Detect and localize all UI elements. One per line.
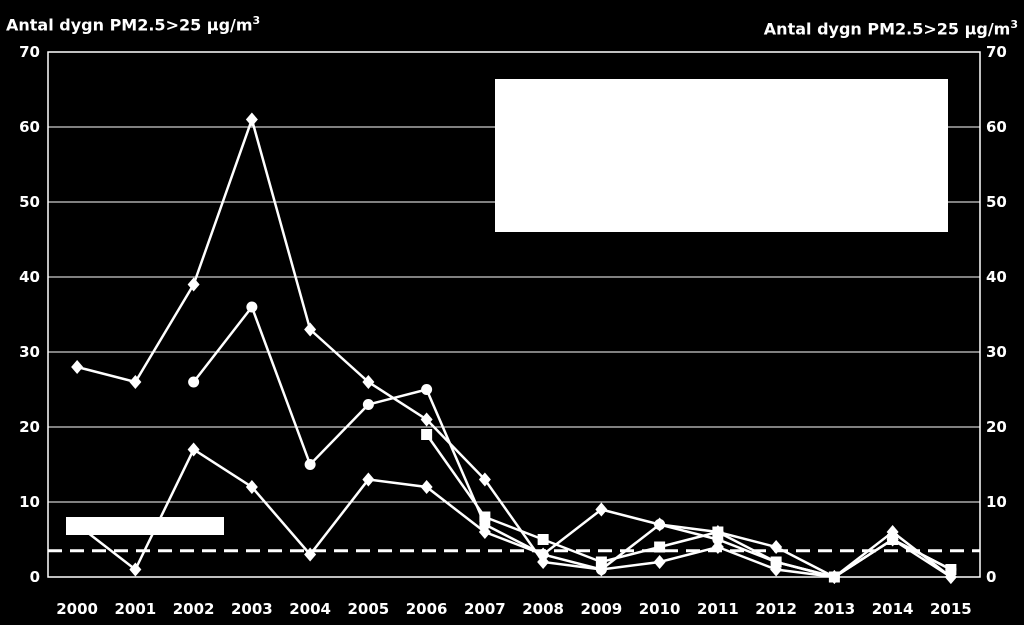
y-tick-label-right: 40 xyxy=(986,268,1007,286)
data-point xyxy=(71,360,84,374)
data-point xyxy=(187,442,200,457)
x-tick-label: 2003 xyxy=(231,600,273,618)
x-tick-label: 2011 xyxy=(697,600,739,618)
data-point xyxy=(362,375,375,389)
data-point xyxy=(828,571,840,583)
data-point xyxy=(304,322,317,337)
y-tick-label-left: 40 xyxy=(19,268,40,286)
y-tick-label-right: 20 xyxy=(986,418,1007,436)
x-tick-label: 2007 xyxy=(464,600,506,618)
data-point xyxy=(595,556,607,568)
y-tick-label-left: 10 xyxy=(19,493,40,511)
y-tick-label-left: 50 xyxy=(19,193,40,211)
data-point xyxy=(129,375,142,389)
data-point xyxy=(188,376,200,388)
data-point xyxy=(304,547,317,562)
data-point xyxy=(945,564,957,575)
data-point xyxy=(420,412,433,427)
legend-box-small xyxy=(66,517,224,535)
data-point xyxy=(129,562,142,577)
data-point xyxy=(479,511,491,523)
data-point xyxy=(712,526,724,538)
data-point xyxy=(537,534,549,545)
x-tick-label: 2000 xyxy=(56,600,98,618)
data-point xyxy=(304,459,316,470)
data-point xyxy=(421,429,433,440)
x-tick-label: 2013 xyxy=(814,600,856,618)
x-tick-label: 2006 xyxy=(406,600,448,618)
x-tick-label: 2009 xyxy=(581,600,623,618)
data-point xyxy=(245,480,258,494)
x-tick-label: 2014 xyxy=(872,600,914,618)
y-tick-label-left: 70 xyxy=(19,43,40,61)
plot-area-border xyxy=(47,51,981,578)
y-axis-title-right: Antal dygn PM2.5>25 µg/m3 xyxy=(763,18,1018,39)
data-point xyxy=(653,555,666,569)
data-point xyxy=(770,540,783,554)
data-point xyxy=(654,519,666,530)
data-point xyxy=(420,480,433,494)
y-tick-label-right: 50 xyxy=(986,193,1007,211)
data-point xyxy=(595,502,608,517)
data-point xyxy=(245,112,258,127)
data-point xyxy=(71,517,84,532)
data-point xyxy=(537,549,549,560)
data-point xyxy=(246,301,258,313)
y-tick-label-left: 20 xyxy=(19,418,40,436)
data-point xyxy=(362,399,374,410)
x-tick-label: 2008 xyxy=(522,600,564,618)
x-tick-label: 2001 xyxy=(115,600,157,618)
legend-box xyxy=(495,79,948,232)
data-point xyxy=(654,541,666,553)
series-line-2 xyxy=(76,447,952,579)
x-tick-label: 2005 xyxy=(348,600,390,618)
y-axis-title-left: Antal dygn PM2.5>25 µg/m3 xyxy=(6,14,261,35)
data-point xyxy=(187,277,200,292)
y-tick-label-right: 0 xyxy=(986,568,996,586)
x-tick-label: 2004 xyxy=(289,600,331,618)
data-point xyxy=(362,472,375,487)
series-line-3 xyxy=(192,304,952,579)
data-point xyxy=(421,384,433,395)
y-tick-label-right: 60 xyxy=(986,118,1007,136)
y-tick-label-left: 0 xyxy=(30,568,40,586)
x-tick-label: 2015 xyxy=(930,600,972,618)
y-tick-label-right: 70 xyxy=(986,43,1007,61)
x-tick-label: 2002 xyxy=(173,600,215,618)
y-tick-label-left: 30 xyxy=(19,343,40,361)
y-tick-label-right: 30 xyxy=(986,343,1007,361)
data-point xyxy=(887,534,899,545)
x-tick-label: 2012 xyxy=(755,600,797,618)
series-line-4 xyxy=(425,433,952,579)
x-tick-label: 2010 xyxy=(639,600,681,618)
data-point xyxy=(770,556,782,568)
y-tick-label-right: 10 xyxy=(986,493,1007,511)
series-line-1 xyxy=(76,115,952,579)
y-tick-label-left: 60 xyxy=(19,118,40,136)
data-point xyxy=(478,472,491,487)
